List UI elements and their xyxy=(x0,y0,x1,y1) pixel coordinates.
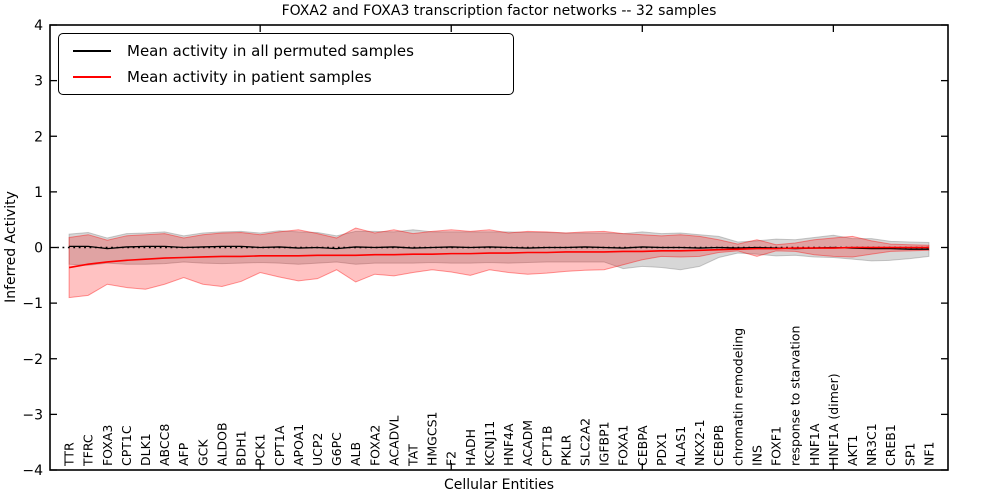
patient-band xyxy=(68,227,930,299)
x-category-label: AFP xyxy=(176,442,191,466)
y-axis-label: Inferred Activity xyxy=(3,191,19,303)
x-category-label: response to starvation xyxy=(788,326,803,467)
legend-label-patient: Mean activity in patient samples xyxy=(127,68,372,86)
x-category-label: G6PC xyxy=(329,432,344,466)
x-category-label: ALAS1 xyxy=(673,426,688,466)
y-tick-label: 1 xyxy=(34,185,43,201)
chart-title: FOXA2 and FOXA3 transcription factor net… xyxy=(281,3,717,19)
x-category-label: TFRC xyxy=(81,434,96,467)
x-category-label: GCK xyxy=(195,439,210,466)
permuted-line-swatch xyxy=(73,50,111,52)
x-category-label: HNF1A xyxy=(807,423,822,466)
y-tick-label: 2 xyxy=(34,129,43,145)
x-category-label: PDX1 xyxy=(654,432,669,466)
x-category-label: HNF1A (dimer) xyxy=(826,373,841,466)
y-tick-label: −1 xyxy=(22,296,43,312)
legend: Mean activity in all permuted samples Me… xyxy=(58,33,514,95)
x-category-label: F2 xyxy=(444,451,459,466)
x-category-label: TAT xyxy=(406,444,421,467)
x-category-label: CREB1 xyxy=(883,424,898,466)
x-category-label: ACADM xyxy=(520,420,535,466)
x-category-label: SLC2A2 xyxy=(577,418,592,466)
legend-label-permuted: Mean activity in all permuted samples xyxy=(127,42,414,60)
x-category-label: DLK1 xyxy=(138,433,153,466)
x-category-label: CEBPB xyxy=(711,425,726,466)
x-axis-label: Cellular Entities xyxy=(443,477,555,493)
x-category-label: chromatin remodeling xyxy=(730,328,745,466)
x-category-label: ALB xyxy=(348,442,363,466)
x-category-label: ALDOB xyxy=(214,422,229,466)
x-category-label: NR3C1 xyxy=(864,423,879,466)
x-category-label: PKLR xyxy=(558,434,573,466)
x-category-label: CPT1B xyxy=(539,426,554,466)
patient-mean-line xyxy=(68,246,929,269)
x-category-label: TTR xyxy=(62,442,77,467)
x-category-label: HADH xyxy=(463,429,478,466)
x-category-label: NKX2-1 xyxy=(692,419,707,466)
x-category-label: BDH1 xyxy=(234,430,249,466)
y-tick-label: 0 xyxy=(34,241,43,257)
x-category-label: IGFBP1 xyxy=(597,421,612,466)
y-tick-label: 3 xyxy=(34,74,43,90)
y-tick-label: −2 xyxy=(22,352,43,368)
patient-line-swatch xyxy=(73,76,111,78)
x-category-label: HMGCS1 xyxy=(425,412,440,467)
x-category-label: APOA1 xyxy=(291,424,306,466)
y-tick-label: −4 xyxy=(22,463,43,479)
x-category-label: CEBPA xyxy=(635,425,650,466)
x-category-label: PCK1 xyxy=(253,434,268,466)
x-category-label: UCP2 xyxy=(310,433,325,466)
x-category-label: NF1 xyxy=(921,442,936,467)
x-category-label: ABCC8 xyxy=(157,424,172,466)
x-category-label: INS xyxy=(749,445,764,466)
x-category-label: FOXA2 xyxy=(367,425,382,466)
x-category-label: SP1 xyxy=(902,443,917,466)
y-tick-label: 4 xyxy=(34,18,43,34)
x-category-label: CPT1A xyxy=(272,425,287,466)
permuted-band xyxy=(68,229,930,271)
x-category-label: AKT1 xyxy=(845,435,860,466)
y-tick-label: −3 xyxy=(22,407,43,423)
x-category-label: ACADVL xyxy=(386,415,401,466)
legend-item-patient: Mean activity in patient samples xyxy=(59,64,513,90)
x-category-label: KCNJ11 xyxy=(482,421,497,466)
legend-item-permuted: Mean activity in all permuted samples xyxy=(59,38,513,64)
x-category-label: CPT1C xyxy=(119,425,134,466)
x-category-label: FOXA1 xyxy=(616,425,631,466)
x-category-label: FOXF1 xyxy=(769,426,784,466)
x-category-label: FOXA3 xyxy=(100,425,115,466)
x-category-label: HNF4A xyxy=(501,423,516,466)
